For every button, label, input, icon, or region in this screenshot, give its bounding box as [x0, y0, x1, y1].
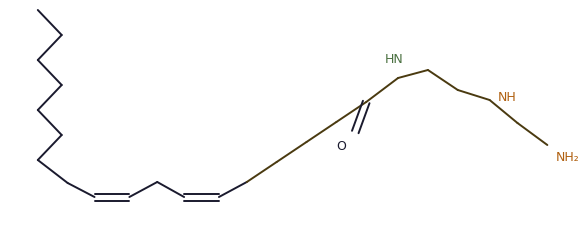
Text: O: O — [336, 140, 346, 153]
Text: NH₂: NH₂ — [555, 150, 579, 164]
Text: HN: HN — [385, 53, 404, 66]
Text: NH: NH — [498, 90, 517, 104]
